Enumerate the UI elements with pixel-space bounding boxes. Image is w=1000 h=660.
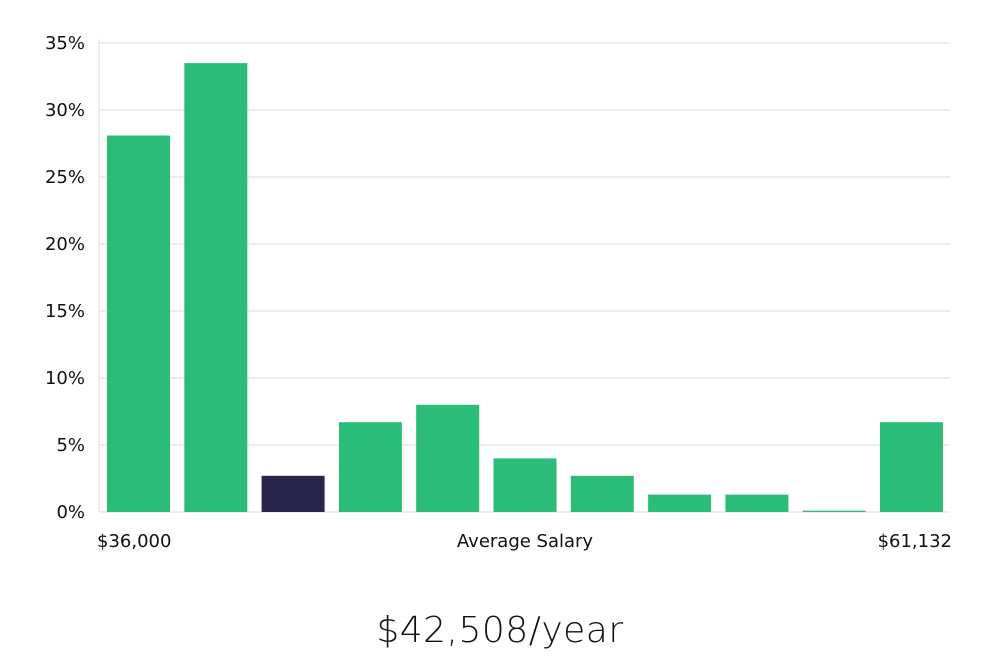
x-axis-labels: $36,000 Average Salary $61,132 bbox=[97, 531, 952, 552]
bar bbox=[493, 458, 557, 512]
salary-histogram-chart: 0% 5% 10% 15% 20% 25% 30% 35% $36,000 Average S… bbox=[45, 33, 952, 552]
bars bbox=[107, 63, 943, 512]
y-tick-label: 15% bbox=[45, 301, 85, 322]
y-tick-label: 5% bbox=[56, 435, 85, 456]
x-axis-title: Average Salary bbox=[457, 531, 594, 552]
x-min-label: $36,000 bbox=[97, 531, 171, 552]
y-tick-label: 10% bbox=[45, 368, 85, 389]
bar bbox=[648, 494, 712, 512]
bar bbox=[725, 494, 789, 512]
y-axis-tick-labels: 0% 5% 10% 15% 20% 25% 30% 35% bbox=[45, 33, 85, 523]
bar bbox=[570, 475, 634, 512]
bar bbox=[338, 422, 402, 512]
y-tick-label: 20% bbox=[45, 234, 85, 255]
y-tick-label: 35% bbox=[45, 33, 85, 54]
bar bbox=[107, 135, 170, 512]
average-salary-value: $42,508/year bbox=[376, 610, 624, 651]
bar bbox=[880, 422, 943, 512]
y-tick-label: 25% bbox=[45, 167, 85, 188]
y-tick-label: 30% bbox=[45, 100, 85, 121]
bar bbox=[184, 63, 248, 512]
bar-highlighted bbox=[261, 475, 325, 512]
x-max-label: $61,132 bbox=[878, 531, 952, 552]
y-tick-label: 0% bbox=[56, 502, 85, 523]
bar bbox=[802, 510, 866, 512]
bar bbox=[416, 404, 480, 512]
